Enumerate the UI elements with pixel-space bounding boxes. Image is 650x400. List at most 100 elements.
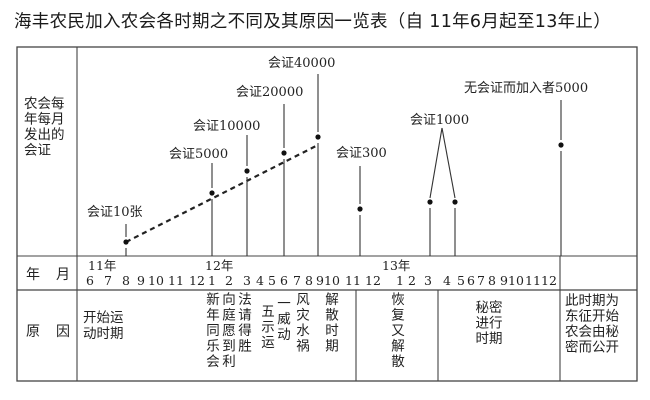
reason-char: 运 xyxy=(261,335,275,351)
data-point xyxy=(315,74,321,256)
month-label: 6 xyxy=(86,273,94,288)
reason-char: 新 xyxy=(206,292,220,308)
month-label: 12 xyxy=(189,273,205,288)
point-label: 会证10张 xyxy=(87,205,143,220)
reason-text: 农会由秘 xyxy=(565,324,619,340)
month-label: 9 xyxy=(500,273,508,288)
month-label: 8 xyxy=(122,273,130,288)
v-connector xyxy=(429,127,443,199)
data-point xyxy=(427,199,433,256)
month-label: 11 xyxy=(168,273,184,288)
reason-char: 解 xyxy=(325,292,339,308)
month-label: 1 xyxy=(208,273,216,288)
month-label: 1 xyxy=(396,273,404,288)
month-label: 3 xyxy=(243,273,251,288)
month-label: 4 xyxy=(256,273,264,288)
v-connector xyxy=(441,127,456,199)
month-label: 5 xyxy=(268,273,276,288)
reason-text: 密而公开 xyxy=(565,339,619,356)
reason-text: 时期 xyxy=(476,331,503,347)
reason-char: 复 xyxy=(391,307,405,324)
reason-text: 开始运 xyxy=(83,310,124,326)
header-reason-2: 因 xyxy=(56,324,70,340)
data-point xyxy=(558,100,564,256)
month-label: 10 xyxy=(508,273,524,288)
reason-char: 时 xyxy=(325,323,339,339)
reason-char: 动 xyxy=(277,327,291,343)
row-header-reason: 原因 xyxy=(26,324,70,340)
month-label: 2 xyxy=(225,273,233,288)
month-label: 10 xyxy=(148,273,164,288)
month-label: 10 xyxy=(324,273,340,288)
point-label: 会证5000 xyxy=(169,147,228,162)
reason-char: 威 xyxy=(277,312,291,328)
header-reason-1: 原 xyxy=(26,324,40,340)
data-point xyxy=(281,104,287,256)
row-header-year-month: 年月 xyxy=(26,267,70,283)
reason-text: 进行 xyxy=(476,316,503,332)
month-label: 12 xyxy=(365,273,381,288)
reason-char: 请 xyxy=(238,308,252,324)
reason-char: 胜 xyxy=(238,339,252,355)
point-label: 会证1000 xyxy=(410,113,469,128)
reason-text: 东征开始 xyxy=(565,309,619,325)
point-dot xyxy=(281,150,287,156)
point-dot xyxy=(427,199,433,205)
row-header-text: 会证 xyxy=(24,143,51,159)
point-dot xyxy=(357,206,363,212)
reason-char: 愿 xyxy=(222,323,236,339)
month-label: 2 xyxy=(408,273,416,288)
reason-char: 乐 xyxy=(206,339,220,355)
data-point xyxy=(123,224,129,256)
reason-char: 水 xyxy=(296,323,310,339)
reason-text: 动时期 xyxy=(83,326,124,342)
point-label: 会证40000 xyxy=(268,56,335,71)
month-label: 7 xyxy=(477,273,485,288)
row-header-text: 年每月 xyxy=(24,112,65,128)
table-frame xyxy=(16,46,638,382)
reason-char: 向 xyxy=(222,292,236,308)
data-points: 会证10张 会证5000 会证10000 会证20000 会证40000 会证300 会证1… xyxy=(87,56,588,256)
reason-char: 散 xyxy=(391,354,405,370)
data-point xyxy=(452,199,458,256)
data-point xyxy=(209,163,215,256)
reason-char: 法 xyxy=(238,292,252,308)
reason-char: 利 xyxy=(222,354,236,370)
point-dot xyxy=(209,190,215,196)
month-label: 8 xyxy=(488,273,496,288)
reason-char: 得 xyxy=(238,322,252,339)
header-month: 月 xyxy=(56,267,70,283)
point-dot xyxy=(452,199,458,205)
point-label: 会证300 xyxy=(336,146,387,161)
month-label: 4 xyxy=(443,273,451,288)
month-label: 8 xyxy=(305,273,313,288)
reason-char: 到 xyxy=(222,339,236,355)
month-label: 6 xyxy=(467,273,475,288)
page-title: 海丰农民加入农会各时期之不同及其原因一览表（自 11年6月起至13年止） xyxy=(14,12,612,32)
reason-text: 秘密 xyxy=(476,299,503,316)
reason-char: 解 xyxy=(391,339,405,355)
reason-char: 五 xyxy=(261,304,275,320)
point-label: 会证20000 xyxy=(236,85,303,100)
month-label: 7 xyxy=(293,273,301,288)
month-label: 9 xyxy=(137,273,145,288)
year-label: 13年 xyxy=(382,258,410,273)
month-label: 11 xyxy=(345,273,361,288)
reason-char: 会 xyxy=(206,354,220,370)
data-point xyxy=(244,135,250,256)
year-label: 12年 xyxy=(205,258,233,273)
reason-char: 示 xyxy=(261,320,275,336)
reason-char: 风 xyxy=(296,292,310,308)
point-dot xyxy=(244,168,250,174)
row-header-text: 农会每 xyxy=(24,96,65,112)
point-label: 会证10000 xyxy=(193,119,260,134)
point-dot xyxy=(123,239,129,245)
reason-char: 祸 xyxy=(296,339,310,355)
year-label: 11年 xyxy=(88,258,116,273)
reason-char: 同 xyxy=(206,323,220,339)
row-header-text: 发出的 xyxy=(24,127,65,143)
header-year: 年 xyxy=(26,267,40,283)
month-label: 11 xyxy=(525,273,541,288)
